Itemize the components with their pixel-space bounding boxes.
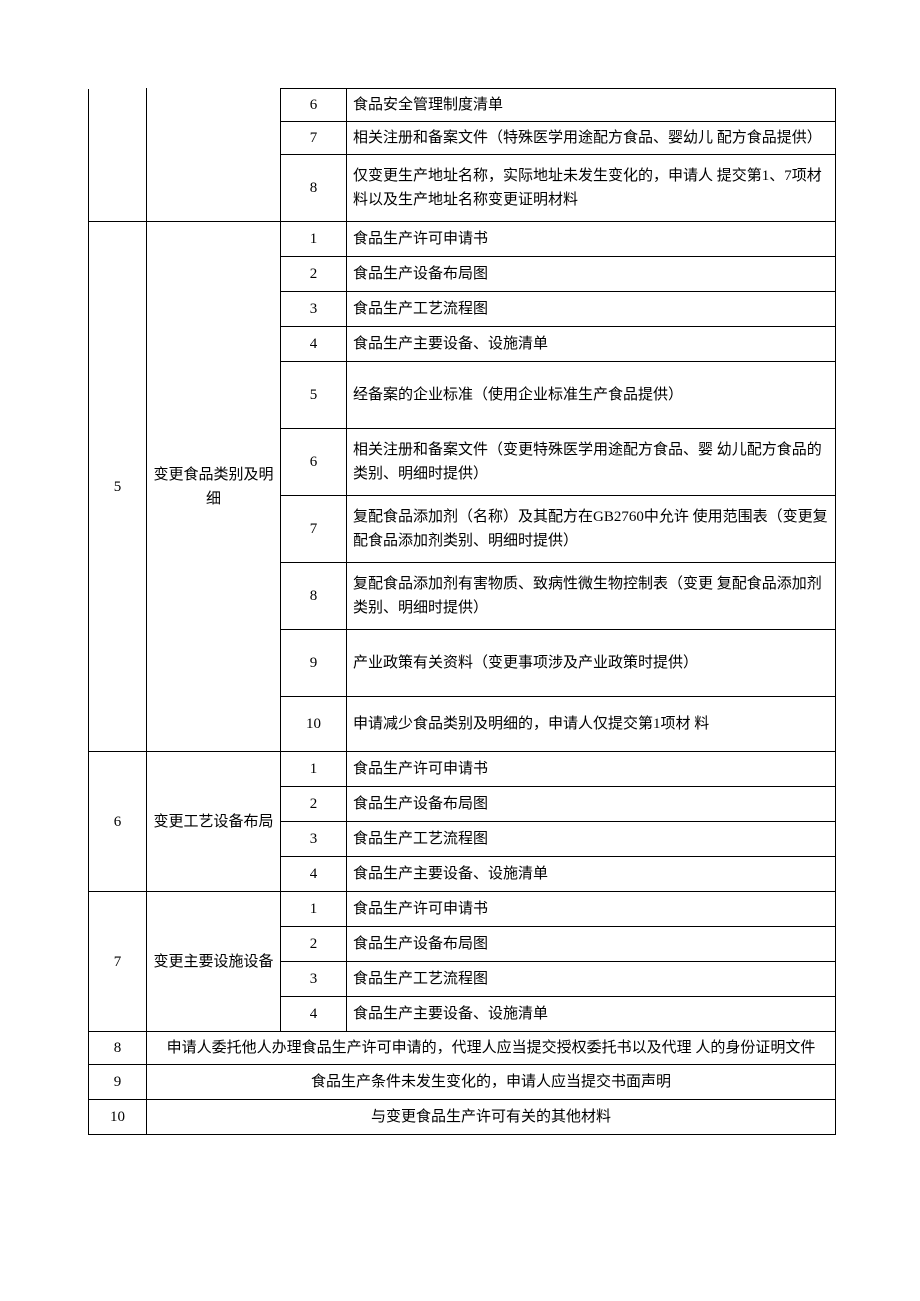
item-num: 7 — [281, 496, 347, 563]
item-text: 食品生产主要设备、设施清单 — [347, 997, 836, 1032]
materials-table: 6 食品安全管理制度清单 7 相关注册和备案文件（特殊医学用途配方食品、婴幼儿 … — [88, 88, 836, 1135]
table-row: 8 申请人委托他人办理食品生产许可申请的，代理人应当提交授权委托书以及代理 人的… — [89, 1032, 836, 1065]
table-row: 5 变更食品类别及明细 1 食品生产许可申请书 — [89, 222, 836, 257]
item-text: 食品生产主要设备、设施清单 — [347, 327, 836, 362]
item-text: 食品生产主要设备、设施清单 — [347, 857, 836, 892]
item-text: 食品生产设备布局图 — [347, 787, 836, 822]
group-num: 8 — [89, 1032, 147, 1065]
item-text: 相关注册和备案文件（变更特殊医学用途配方食品、婴 幼儿配方食品的类别、明细时提供… — [347, 429, 836, 496]
table-row: 9 食品生产条件未发生变化的，申请人应当提交书面声明 — [89, 1065, 836, 1100]
item-text: 产业政策有关资料（变更事项涉及产业政策时提供） — [347, 630, 836, 697]
group-num — [89, 89, 147, 222]
item-text: 复配食品添加剂（名称）及其配方在GB2760中允许 使用范围表（变更复配食品添加… — [347, 496, 836, 563]
item-num: 1 — [281, 752, 347, 787]
item-num: 9 — [281, 630, 347, 697]
item-num: 5 — [281, 362, 347, 429]
item-text: 食品安全管理制度清单 — [347, 89, 836, 122]
item-num: 1 — [281, 222, 347, 257]
item-text: 经备案的企业标准（使用企业标准生产食品提供） — [347, 362, 836, 429]
group-num: 6 — [89, 752, 147, 892]
item-num: 2 — [281, 927, 347, 962]
item-text: 申请减少食品类别及明细的，申请人仅提交第1项材 料 — [347, 697, 836, 752]
item-num: 2 — [281, 257, 347, 292]
item-num: 3 — [281, 962, 347, 997]
table-row: 6 食品安全管理制度清单 — [89, 89, 836, 122]
item-num: 10 — [281, 697, 347, 752]
table-row: 10 与变更食品生产许可有关的其他材料 — [89, 1100, 836, 1135]
item-num: 8 — [281, 155, 347, 222]
group-num: 5 — [89, 222, 147, 752]
group-label: 变更主要设施设备 — [147, 892, 281, 1032]
item-num: 2 — [281, 787, 347, 822]
item-num: 6 — [281, 429, 347, 496]
group-label: 变更工艺设备布局 — [147, 752, 281, 892]
item-num: 4 — [281, 857, 347, 892]
footer-text: 与变更食品生产许可有关的其他材料 — [147, 1100, 836, 1135]
item-num: 6 — [281, 89, 347, 122]
group-label — [147, 89, 281, 222]
item-num: 1 — [281, 892, 347, 927]
footer-text: 食品生产条件未发生变化的，申请人应当提交书面声明 — [147, 1065, 836, 1100]
item-text: 相关注册和备案文件（特殊医学用途配方食品、婴幼儿 配方食品提供） — [347, 122, 836, 155]
group-num: 10 — [89, 1100, 147, 1135]
item-text: 食品生产许可申请书 — [347, 752, 836, 787]
group-label: 变更食品类别及明细 — [147, 222, 281, 752]
item-num: 4 — [281, 327, 347, 362]
item-text: 食品生产许可申请书 — [347, 222, 836, 257]
item-text: 食品生产工艺流程图 — [347, 962, 836, 997]
table-row: 7 变更主要设施设备 1 食品生产许可申请书 — [89, 892, 836, 927]
group-num: 7 — [89, 892, 147, 1032]
item-text: 食品生产设备布局图 — [347, 257, 836, 292]
item-num: 8 — [281, 563, 347, 630]
group-num: 9 — [89, 1065, 147, 1100]
footer-text: 申请人委托他人办理食品生产许可申请的，代理人应当提交授权委托书以及代理 人的身份… — [147, 1032, 836, 1065]
item-num: 3 — [281, 822, 347, 857]
item-num: 4 — [281, 997, 347, 1032]
item-num: 7 — [281, 122, 347, 155]
table-row: 6 变更工艺设备布局 1 食品生产许可申请书 — [89, 752, 836, 787]
item-text: 食品生产工艺流程图 — [347, 822, 836, 857]
item-num: 3 — [281, 292, 347, 327]
item-text: 仅变更生产地址名称，实际地址未发生变化的，申请人 提交第1、7项材料以及生产地址… — [347, 155, 836, 222]
item-text: 食品生产工艺流程图 — [347, 292, 836, 327]
item-text: 食品生产设备布局图 — [347, 927, 836, 962]
item-text: 食品生产许可申请书 — [347, 892, 836, 927]
item-text: 复配食品添加剂有害物质、致病性微生物控制表（变更 复配食品添加剂类别、明细时提供… — [347, 563, 836, 630]
